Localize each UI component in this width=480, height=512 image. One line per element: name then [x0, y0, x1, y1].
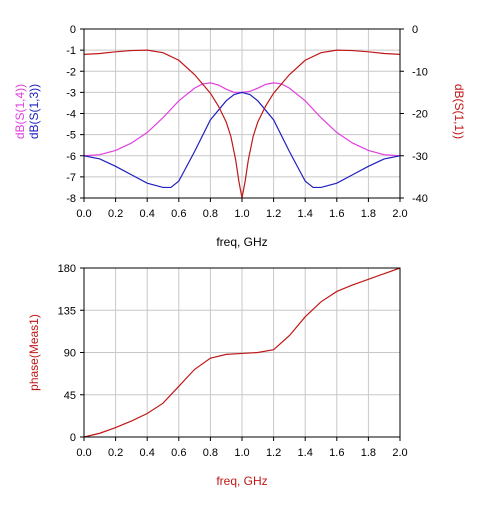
y-right-tick-label: -10	[412, 66, 428, 78]
y-tick-label: -4	[66, 109, 76, 121]
plot-border	[83, 267, 401, 438]
x-tick-label: 0.8	[203, 208, 218, 220]
x-tick-label: 1.2	[266, 208, 281, 220]
x-tick-label: 1.8	[361, 208, 376, 220]
x-tick-label: 1.2	[266, 447, 281, 459]
y-right-tick-label: -30	[412, 151, 428, 163]
y-right-tick-label: -40	[412, 193, 428, 205]
x-tick-label: 1.4	[298, 208, 313, 220]
y-tick-label: -8	[66, 193, 76, 205]
y-tick-label: -2	[66, 66, 76, 78]
x-tick-label: 1.0	[234, 447, 249, 459]
x-axis-label: freq, GHz	[216, 235, 267, 249]
y-tick-label: 0	[70, 24, 76, 36]
x-tick-label: 0.4	[140, 447, 155, 459]
y-tick-label: -7	[66, 172, 76, 184]
x-axis-label: freq, GHz	[216, 474, 267, 488]
y-axis-label: phase(Meas1)	[27, 314, 41, 391]
y-tick-label: 90	[64, 348, 76, 360]
x-tick-label: 1.6	[329, 208, 344, 220]
y-tick-label: -5	[66, 130, 76, 142]
x-tick-label: 1.6	[329, 447, 344, 459]
x-tick-label: 0.8	[203, 447, 218, 459]
y-right-axis-label: dB(S(1,1))	[452, 84, 466, 139]
x-tick-label: 1.4	[298, 447, 313, 459]
y-tick-label: 180	[58, 263, 76, 275]
x-tick-label: 0.0	[76, 208, 91, 220]
y-tick-label: 45	[64, 390, 76, 402]
y-tick-label: 0	[70, 432, 76, 444]
x-tick-label: 2.0	[392, 208, 407, 220]
y-tick-label: -3	[66, 87, 76, 99]
y-right-tick-label: -20	[412, 109, 428, 121]
x-tick-label: 1.0	[234, 208, 249, 220]
y-axis-label-s13: dB(S(1,3))	[27, 84, 41, 139]
x-tick-label: 0.6	[171, 447, 186, 459]
x-tick-label: 1.8	[361, 447, 376, 459]
x-tick-label: 0.0	[76, 447, 91, 459]
plot-border	[83, 28, 401, 199]
x-tick-label: 0.2	[108, 447, 123, 459]
x-tick-label: 0.6	[171, 208, 186, 220]
y-axis-label-s14: dB(S(1,4))	[13, 84, 27, 139]
y-tick-label: -6	[66, 151, 76, 163]
y-tick-label: 135	[58, 305, 76, 317]
x-tick-label: 0.4	[140, 208, 155, 220]
y-tick-label: -1	[66, 45, 76, 57]
series-line-db-s-1-3-	[83, 91, 401, 189]
y-right-tick-label: 0	[412, 24, 418, 36]
series-line-phase-meas1-	[83, 267, 401, 438]
x-tick-label: 2.0	[392, 447, 407, 459]
x-tick-label: 0.2	[108, 208, 123, 220]
